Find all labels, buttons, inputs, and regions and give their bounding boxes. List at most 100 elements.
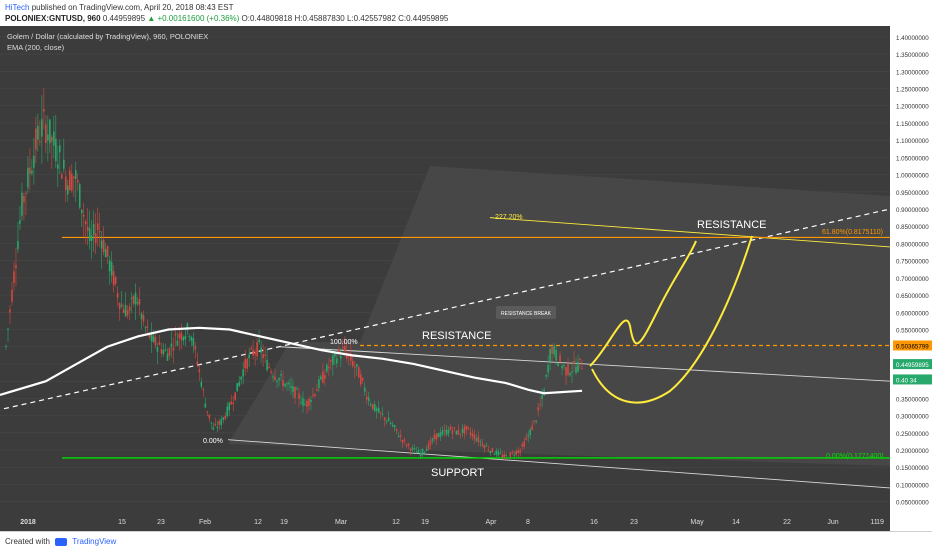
author-link[interactable]: HiTech (5, 3, 30, 12)
candle-body (469, 432, 472, 435)
candle-body (266, 359, 268, 371)
candle-body (35, 128, 37, 150)
fib-0-label: 0.00%(0.1771400) (826, 453, 884, 460)
candle-body (577, 362, 579, 372)
candle-body (57, 164, 59, 169)
candle-body (254, 352, 256, 355)
y-tick-label: 0.15000000 (896, 465, 929, 472)
candle-body (148, 333, 151, 338)
candle-body (110, 262, 113, 276)
candle-body (575, 366, 577, 374)
candle-body (541, 394, 543, 399)
candle-body (511, 452, 514, 454)
candle-body (19, 220, 21, 224)
x-tick-label: 2018 (20, 519, 36, 526)
candle-body (222, 417, 225, 420)
candle-body (212, 427, 215, 430)
candle-body (238, 381, 240, 387)
candle-body (457, 430, 460, 435)
candle-body (517, 450, 520, 453)
y-tick-label: 0.55000000 (896, 328, 929, 335)
candle-body (260, 347, 262, 353)
candle-body (481, 443, 484, 446)
candle-body (563, 365, 565, 367)
candle-body (549, 349, 551, 362)
candle-body (312, 394, 314, 396)
candle-body (355, 364, 358, 367)
candle-body (338, 349, 340, 354)
published-text: published on TradingView.com, April 20, … (31, 3, 234, 12)
candle-body (76, 179, 79, 183)
candle-body (363, 387, 366, 392)
candle-body (45, 124, 47, 144)
y-tick-label: 1.10000000 (896, 138, 929, 145)
candle-body (51, 136, 53, 142)
candle-body (248, 354, 250, 359)
candle-body (503, 453, 506, 458)
candle-body (23, 196, 25, 203)
candle-body (74, 170, 77, 179)
y-tick-label: 0.05000000 (896, 500, 929, 507)
candle-body (415, 451, 418, 454)
candle-body (425, 449, 428, 452)
x-tick-label: Feb (199, 519, 211, 526)
x-tick-label: 15 (118, 519, 126, 526)
candle-body (451, 430, 454, 434)
candle-body (537, 407, 539, 411)
candle-body (505, 454, 508, 456)
candle-body (304, 404, 306, 406)
candle-body (497, 451, 500, 456)
candle-body (421, 449, 424, 454)
candle-body (332, 355, 334, 365)
candle-body (208, 414, 211, 419)
candle-body (78, 184, 81, 208)
candle-body (571, 371, 573, 373)
candle-body (483, 445, 486, 449)
candle-body (92, 223, 95, 236)
candle-body (220, 419, 223, 425)
symbol: POLONIEX:GNTUSD, 960 (5, 14, 101, 23)
candle-body (346, 353, 348, 359)
candle-body (340, 355, 342, 359)
candle-body (252, 349, 254, 356)
candle-body (431, 438, 434, 441)
price-chart[interactable]: 1.40000000 1.35000000 1.30000000 1.25000000… (0, 26, 932, 531)
candle-body (280, 374, 282, 376)
candle-body (561, 365, 563, 369)
current-price-tag-text: 0.44959895 (896, 362, 929, 369)
x-tick-label: 14 (732, 519, 740, 526)
tradingview-logo-icon[interactable] (55, 537, 68, 546)
tradingview-link[interactable]: TradingView (72, 537, 117, 546)
candle-body (320, 376, 322, 380)
candle-body (495, 450, 498, 455)
y-tick-label: 1.20000000 (896, 104, 929, 111)
candle-body (162, 349, 165, 355)
candle-body (100, 240, 103, 249)
candle-body (533, 420, 535, 422)
fib-shading (228, 166, 890, 466)
candle-body (256, 341, 258, 357)
candle-body (433, 434, 436, 439)
x-tick-label: 12 (254, 519, 262, 526)
candle-body (270, 371, 272, 373)
candle-body (310, 400, 312, 403)
candle-body (455, 430, 458, 435)
y-tick-label: 0.20000000 (896, 448, 929, 455)
candle-body (130, 297, 133, 299)
candle-body (294, 386, 296, 399)
candle-body (509, 452, 512, 457)
candle-body (328, 366, 330, 369)
candle-body (11, 289, 13, 302)
candle-body (242, 369, 244, 377)
candle-body (200, 381, 203, 387)
candle-body (302, 398, 304, 406)
candle-body (154, 336, 157, 346)
candle-body (391, 424, 394, 427)
candle-body (507, 457, 510, 459)
candle-body (296, 388, 298, 390)
candle-body (427, 443, 430, 450)
candle-body (168, 347, 171, 356)
candle-body (547, 365, 549, 373)
candle-body (523, 441, 526, 447)
candle-body (403, 439, 406, 441)
